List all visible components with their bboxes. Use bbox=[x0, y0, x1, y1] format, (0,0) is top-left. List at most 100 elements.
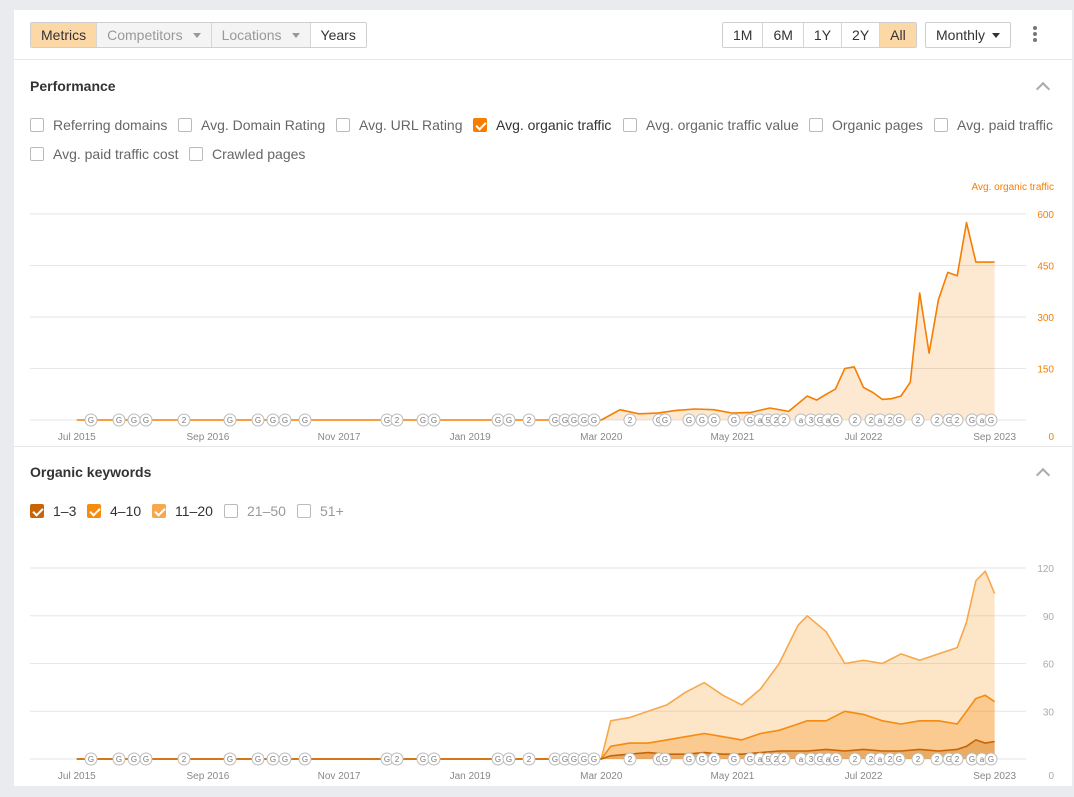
annotation-label: G bbox=[116, 755, 122, 764]
checkbox-checked[interactable] bbox=[87, 504, 101, 518]
annotation-marker bbox=[777, 752, 791, 766]
series-line bbox=[76, 739, 995, 760]
annotation-label: G bbox=[591, 755, 597, 764]
annotation-label: 2 bbox=[955, 755, 960, 764]
range-selector: 1M 6M 1Y 2Y All bbox=[722, 22, 917, 48]
annotation-marker bbox=[984, 413, 998, 427]
position-51-plus[interactable]: 51+ bbox=[297, 503, 344, 519]
metric-label: Avg. Domain Rating bbox=[201, 117, 326, 133]
range-1y-button[interactable]: 1Y bbox=[803, 23, 843, 47]
annotation-label: G bbox=[969, 755, 975, 764]
annotation-label: G bbox=[833, 416, 839, 425]
annotation-label: G bbox=[131, 755, 137, 764]
checkbox[interactable] bbox=[623, 118, 637, 132]
metric-crawled-pages[interactable]: Crawled pages bbox=[189, 146, 305, 162]
annotation-marker bbox=[911, 752, 925, 766]
annotation-label: a bbox=[799, 416, 804, 425]
annotation-label: G bbox=[686, 416, 692, 425]
checkbox-checked[interactable] bbox=[152, 504, 166, 518]
annotation-label: 2 bbox=[853, 416, 858, 425]
more-options-icon[interactable] bbox=[1030, 26, 1040, 44]
checkbox[interactable] bbox=[178, 118, 192, 132]
annotation-label: G bbox=[143, 755, 149, 764]
metric-avg-organic-traffic[interactable]: Avg. organic traffic bbox=[473, 117, 611, 133]
annotation-marker bbox=[522, 413, 536, 427]
checkbox[interactable] bbox=[189, 147, 203, 161]
annotation-label: 2 bbox=[395, 416, 400, 425]
checkbox-checked[interactable] bbox=[473, 118, 487, 132]
annotation-label: G bbox=[431, 416, 437, 425]
annotation-label: G bbox=[420, 755, 426, 764]
view-tabs: Metrics Competitors Locations Years bbox=[30, 22, 367, 48]
collapse-icon[interactable] bbox=[1035, 81, 1051, 97]
annotation-label: G bbox=[131, 416, 137, 425]
tab-competitors[interactable]: Competitors bbox=[97, 23, 212, 47]
checkbox[interactable] bbox=[30, 118, 44, 132]
position-11-20[interactable]: 11–20 bbox=[152, 503, 213, 519]
tab-locations[interactable]: Locations bbox=[211, 23, 311, 47]
range-1m-button[interactable]: 1M bbox=[723, 23, 764, 47]
checkbox[interactable] bbox=[224, 504, 238, 518]
position-4-10[interactable]: 4–10 bbox=[87, 503, 141, 519]
metric-avg-domain-rating[interactable]: Avg. Domain Rating bbox=[178, 117, 325, 133]
metric-avg-organic-traffic-value[interactable]: Avg. organic traffic value bbox=[623, 117, 799, 133]
checkbox[interactable] bbox=[336, 118, 350, 132]
series-line bbox=[76, 570, 996, 760]
interval-dropdown[interactable]: Monthly bbox=[925, 22, 1012, 48]
annotation-marker bbox=[727, 752, 741, 766]
metric-avg-paid-traffic[interactable]: Avg. paid traffic bbox=[934, 117, 1053, 133]
tab-metrics[interactable]: Metrics bbox=[31, 23, 98, 47]
collapse-icon[interactable] bbox=[1035, 467, 1051, 483]
annotation-marker bbox=[502, 752, 516, 766]
tab-competitors-label: Competitors bbox=[107, 27, 183, 43]
x-tick-label: Jan 2019 bbox=[450, 432, 492, 443]
metric-label: Avg. paid traffic bbox=[957, 117, 1053, 133]
annotation-label: 5 bbox=[766, 755, 771, 764]
position-label: 21–50 bbox=[247, 503, 286, 519]
position-21-50[interactable]: 21–50 bbox=[224, 503, 286, 519]
tab-years[interactable]: Years bbox=[310, 23, 366, 47]
metric-avg-paid-traffic-cost[interactable]: Avg. paid traffic cost bbox=[30, 146, 179, 162]
annotation-label: a bbox=[826, 755, 831, 764]
annotation-label: 2 bbox=[774, 416, 779, 425]
checkbox[interactable] bbox=[934, 118, 948, 132]
annotation-label: G bbox=[896, 755, 902, 764]
annotation-label: G bbox=[581, 755, 587, 764]
metric-referring-domains[interactable]: Referring domains bbox=[30, 117, 167, 133]
checkbox[interactable] bbox=[30, 147, 44, 161]
annotation-marker bbox=[727, 413, 741, 427]
annotation-label: G bbox=[817, 416, 823, 425]
annotation-label: G bbox=[495, 416, 501, 425]
annotation-marker bbox=[223, 413, 237, 427]
metric-avg-url-rating[interactable]: Avg. URL Rating bbox=[336, 117, 463, 133]
range-2y-button[interactable]: 2Y bbox=[842, 23, 881, 47]
annotation-marker bbox=[911, 413, 925, 427]
annotation-label: 2 bbox=[774, 755, 779, 764]
annotation-label: 2 bbox=[888, 416, 893, 425]
position-label: 11–20 bbox=[175, 503, 213, 519]
annotation-label: 2 bbox=[527, 416, 532, 425]
annotation-label: a bbox=[980, 416, 985, 425]
annotation-marker bbox=[658, 413, 672, 427]
y-tick-label: 0 bbox=[1048, 771, 1054, 782]
toolbar: Metrics Competitors Locations Years 1M 6… bbox=[14, 10, 1072, 60]
annotation-label: G bbox=[747, 755, 753, 764]
annotation-label: 3 bbox=[809, 755, 814, 764]
annotation-marker bbox=[587, 752, 601, 766]
annotation-marker bbox=[829, 413, 843, 427]
range-all-button[interactable]: All bbox=[880, 23, 916, 47]
annotation-label: 2 bbox=[628, 416, 633, 425]
checkbox[interactable] bbox=[297, 504, 311, 518]
checkbox-checked[interactable] bbox=[30, 504, 44, 518]
checkbox[interactable] bbox=[809, 118, 823, 132]
annotation-label: 2 bbox=[395, 755, 400, 764]
metric-label: Avg. organic traffic bbox=[496, 117, 612, 133]
metric-organic-pages[interactable]: Organic pages bbox=[809, 117, 923, 133]
position-1-3[interactable]: 1–3 bbox=[30, 503, 76, 519]
annotation-marker bbox=[139, 752, 153, 766]
chevron-down-icon bbox=[291, 32, 300, 38]
annotation-label: 2 bbox=[916, 416, 921, 425]
range-6m-button[interactable]: 6M bbox=[763, 23, 804, 47]
tab-years-label: Years bbox=[320, 27, 356, 43]
annotation-label: a bbox=[826, 416, 831, 425]
